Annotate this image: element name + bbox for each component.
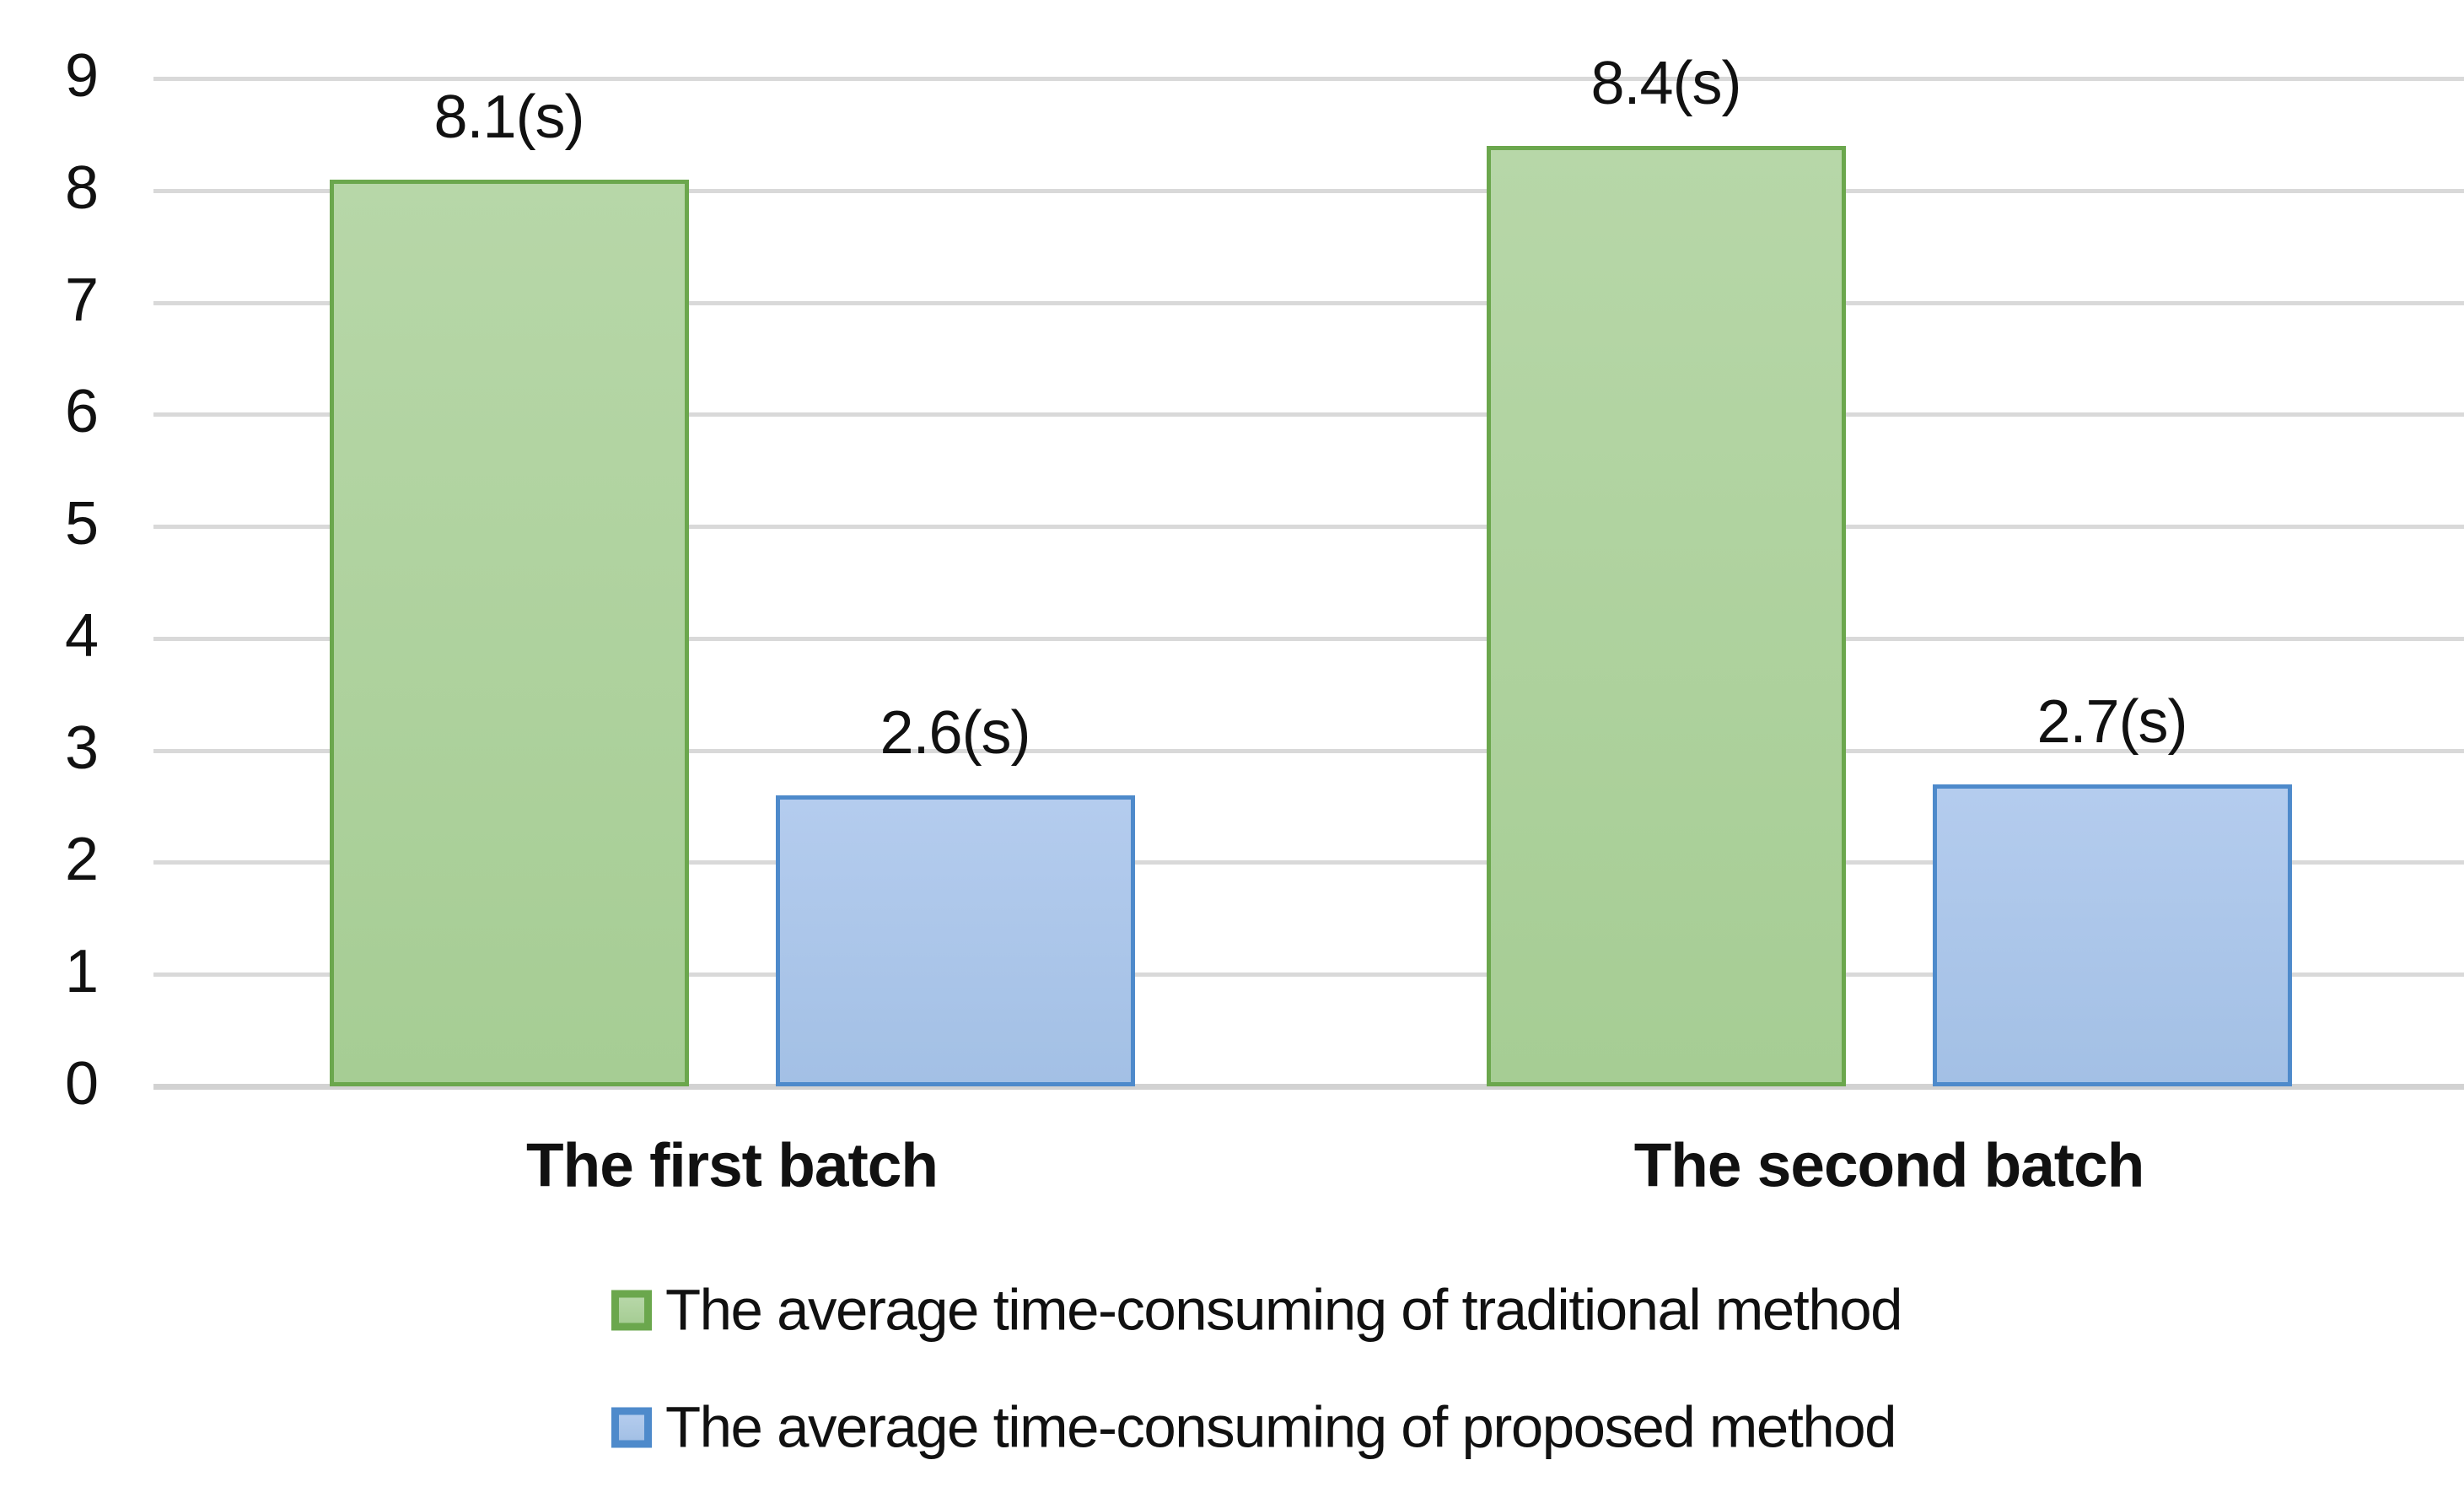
gridline bbox=[153, 77, 2464, 81]
data-label: 2.6(s) bbox=[880, 698, 1030, 767]
gridline bbox=[153, 188, 2464, 193]
bar-proposed-batch2 bbox=[1932, 784, 2292, 1086]
legend-label: The average time-consuming of proposed m… bbox=[665, 1394, 1897, 1460]
data-label: 2.7(s) bbox=[2036, 687, 2187, 756]
data-label: 8.1(s) bbox=[433, 83, 584, 151]
gridline bbox=[153, 860, 2464, 865]
gridline bbox=[153, 972, 2464, 978]
bar-chart: 0 1 2 3 4 5 6 7 8 9 8.1(s) 2.6(s) 8.4(s) 2.7(s) The … bbox=[34, 13, 2464, 1474]
legend-marker-icon bbox=[611, 1407, 652, 1447]
y-tick-label: 4 bbox=[64, 601, 99, 670]
y-axis: 0 1 2 3 4 5 6 7 8 9 bbox=[34, 13, 2464, 1474]
gridline bbox=[153, 636, 2464, 641]
x-axis-line bbox=[153, 1084, 2464, 1090]
gridline-layer bbox=[34, 13, 2464, 1474]
x-category-label: The first batch bbox=[526, 1131, 939, 1200]
legend-item-proposed: The average time-consuming of proposed m… bbox=[611, 1394, 1897, 1460]
x-axis-labels: The first batch The second batch bbox=[34, 13, 2464, 1474]
y-tick-label: 9 bbox=[64, 42, 99, 110]
gridline bbox=[153, 748, 2464, 753]
data-label: 8.4(s) bbox=[1590, 49, 1741, 117]
legend-label: The average time-consuming of traditiona… bbox=[665, 1277, 1902, 1343]
gridline bbox=[153, 300, 2464, 305]
y-tick-label: 6 bbox=[64, 378, 99, 446]
bars-layer: 8.1(s) 2.6(s) 8.4(s) 2.7(s) bbox=[34, 13, 2464, 1474]
y-tick-label: 3 bbox=[64, 714, 99, 782]
bar-proposed-batch1 bbox=[775, 795, 1135, 1086]
bar-traditional-batch1 bbox=[329, 179, 689, 1086]
legend-marker-icon bbox=[611, 1290, 652, 1330]
y-tick-label: 0 bbox=[64, 1050, 99, 1118]
y-tick-label: 1 bbox=[64, 938, 99, 1006]
legend-item-traditional: The average time-consuming of traditiona… bbox=[611, 1281, 1902, 1339]
gridline bbox=[153, 412, 2464, 418]
y-tick-label: 8 bbox=[64, 154, 99, 222]
x-category-label: The second batch bbox=[1633, 1131, 2145, 1200]
y-tick-label: 5 bbox=[64, 490, 99, 558]
y-tick-label: 7 bbox=[64, 266, 99, 334]
gridline bbox=[153, 525, 2464, 530]
bar-traditional-batch2 bbox=[1486, 145, 1846, 1086]
y-tick-label: 2 bbox=[64, 826, 99, 894]
